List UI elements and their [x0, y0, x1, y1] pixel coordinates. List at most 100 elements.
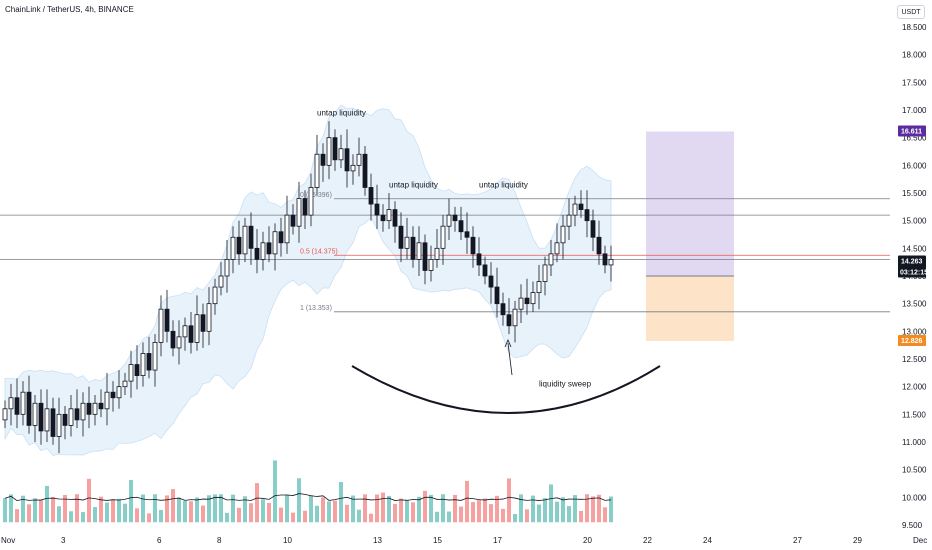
volume-bar [585, 494, 589, 523]
candle-body [116, 386, 122, 399]
candle-body [338, 148, 344, 161]
candle-body [80, 402, 86, 421]
volume-bar [213, 494, 217, 523]
volume-bar [21, 495, 25, 523]
x-tick-label: 22 [643, 536, 652, 545]
volume-bar [237, 507, 241, 523]
volume-bar [405, 499, 409, 523]
candle-body [212, 286, 218, 305]
volume-bar [357, 509, 361, 523]
volume-bar [303, 510, 307, 523]
volume-bar [435, 511, 439, 523]
x-tick-label: 27 [793, 536, 802, 545]
annotation-label-2: untap liquidity [479, 180, 528, 189]
volume-bar [297, 478, 301, 523]
volume-bar [417, 496, 421, 523]
volume-bar [135, 508, 139, 523]
volume-bar [291, 512, 295, 523]
volume-bar [123, 503, 127, 523]
volume-bar [603, 507, 607, 523]
volume-bar [201, 505, 205, 523]
candle-body [110, 391, 116, 399]
candle-body [566, 214, 572, 227]
current-price-tag-countdown: 03:12:15 [900, 269, 928, 276]
volume-bar [111, 499, 115, 523]
x-tick-label: 17 [493, 536, 502, 545]
candle-body [464, 231, 470, 238]
stop-price-tag-value: 12.826 [901, 338, 923, 345]
candle-body [26, 391, 32, 426]
candle-body [398, 225, 404, 249]
candle-body [182, 325, 188, 338]
candle-body [176, 336, 182, 349]
candle-body [98, 402, 104, 410]
volume-bar [207, 495, 211, 523]
candle-body [428, 258, 434, 271]
volume-bar [9, 494, 13, 523]
candle-body [326, 137, 332, 166]
volume-bar [81, 512, 85, 523]
x-tick-label: 10 [283, 536, 292, 545]
candle-body [290, 214, 296, 227]
volume-bar [549, 484, 553, 523]
candle-body [488, 275, 494, 288]
volume-bar [375, 494, 379, 523]
volume-bar [225, 512, 229, 523]
volume-bar [309, 495, 313, 523]
volume-bar [75, 494, 79, 523]
candle-body [422, 242, 428, 271]
volume-bar [423, 490, 427, 523]
volume-bar [159, 509, 163, 523]
volume-bar [3, 498, 7, 523]
candle-body [596, 236, 602, 255]
volume-bar [609, 496, 613, 523]
volume-bar [285, 494, 289, 523]
sweep-arc-drawing[interactable] [351, 365, 661, 414]
volume-bar [69, 511, 73, 523]
stop-zone [646, 276, 734, 341]
chart-title: ChainLink / TetherUS, 4h, BINANCE [5, 5, 134, 14]
candle-body [38, 402, 44, 432]
candle-body [494, 286, 500, 305]
y-tick-label: 16.000 [902, 161, 927, 170]
candle-body [590, 220, 596, 238]
candle-body [194, 314, 200, 343]
candle-body [164, 308, 170, 332]
candle-body [482, 264, 488, 277]
volume-bar [141, 494, 145, 523]
candle-body [56, 413, 62, 437]
volume-bar [495, 495, 499, 523]
volume-bar [165, 495, 169, 523]
x-tick-label: 15 [433, 536, 442, 545]
volume-bar [279, 507, 283, 523]
volume-bar [273, 460, 277, 523]
x-tick-label: 6 [157, 536, 162, 545]
candle-body [572, 203, 578, 216]
candle-body [542, 264, 548, 282]
currency-button[interactable]: USDT [897, 5, 925, 19]
candle-body [296, 198, 302, 227]
y-tick-label: 16.500 [902, 134, 927, 143]
candle-body [236, 236, 242, 255]
volume-bar [327, 501, 331, 523]
volume-bar [243, 496, 247, 523]
volume-bar [345, 504, 349, 523]
candle-body [146, 353, 152, 371]
candle-body [470, 236, 476, 255]
volume-bar [339, 481, 343, 523]
volume-bar [387, 495, 391, 523]
candle-body [14, 397, 20, 415]
candle-body [254, 247, 260, 260]
x-tick-label: 20 [583, 536, 592, 545]
candle-body [158, 308, 164, 343]
candle-body [530, 292, 536, 305]
volume-bar [57, 506, 61, 523]
volume-bar [411, 502, 415, 523]
volume-bar [45, 485, 49, 523]
annotation-label-3: liquidity sweep [539, 380, 592, 389]
y-tick-label: 15.500 [902, 189, 927, 198]
target-price-tag [898, 125, 926, 137]
volume-bar [219, 494, 223, 523]
candle-body [218, 275, 224, 288]
